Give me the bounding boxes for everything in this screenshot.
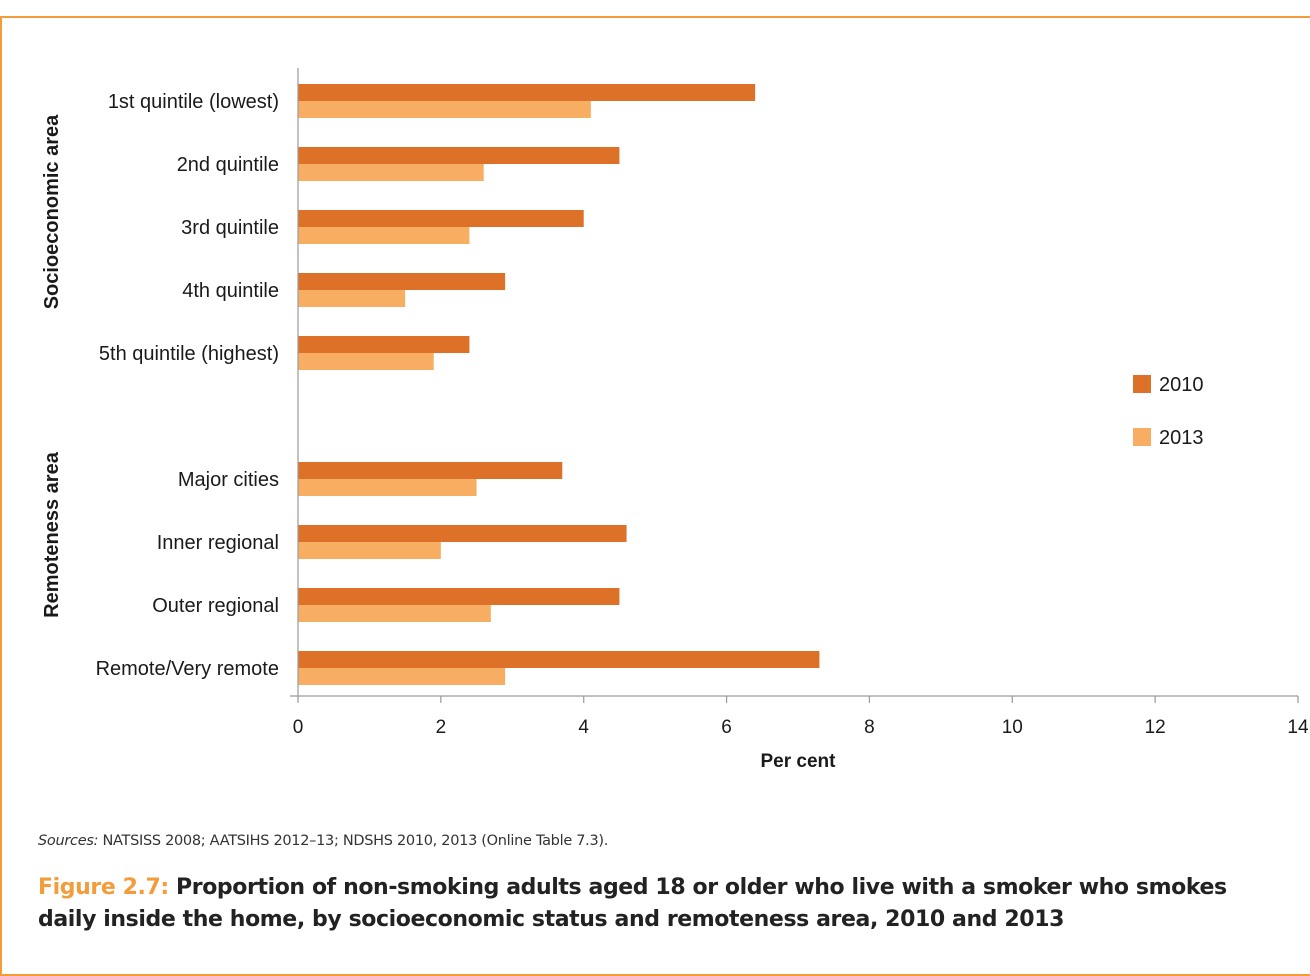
category-label-inner-regional: Inner regional xyxy=(157,532,279,554)
bar-2010-outer-regional xyxy=(298,588,620,605)
bar-2010-5th-quintile-highest xyxy=(298,336,470,353)
bar-2010-major-cities xyxy=(298,462,563,479)
bar-2013-inner-regional xyxy=(298,542,441,559)
x-tick-label-4: 4 xyxy=(578,717,589,738)
x-tick-label-0: 0 xyxy=(293,717,304,738)
bar-2013-major-cities xyxy=(298,479,477,496)
x-tick-label-10: 10 xyxy=(1002,717,1023,738)
x-tick-label-14: 14 xyxy=(1287,717,1309,738)
category-label-5th-quintile-highest: 5th quintile (highest) xyxy=(99,343,279,365)
axes xyxy=(290,68,1298,697)
legend-label-2010: 2010 xyxy=(1159,374,1204,396)
legend-swatch-2010 xyxy=(1133,375,1151,393)
group-label-socioeconomic-area: Socioeconomic area xyxy=(41,114,63,309)
category-label-4th-quintile: 4th quintile xyxy=(182,280,279,302)
category-label-outer-regional: Outer regional xyxy=(152,595,279,617)
bar-2013-2nd-quintile xyxy=(298,164,484,181)
group-labels: Socioeconomic area Remoteness area xyxy=(41,114,63,618)
category-label-remote-very-remote: Remote/Very remote xyxy=(96,658,279,680)
bar-2013-5th-quintile-highest xyxy=(298,353,434,370)
group-label-remoteness-area: Remoteness area xyxy=(41,451,63,618)
x-tick-label-2: 2 xyxy=(436,717,447,738)
x-tick-layer: 0 2 4 6 8 10 12 14 xyxy=(293,696,1309,738)
figure-label: Figure 2.7: xyxy=(38,875,169,900)
figure-caption-text: Proportion of non-smoking adults aged 18… xyxy=(38,875,1227,932)
bar-2010-2nd-quintile xyxy=(298,147,620,164)
legend-label-2013: 2013 xyxy=(1159,427,1204,449)
category-label-major-cities: Major cities xyxy=(178,469,279,491)
legend-swatch-2013 xyxy=(1133,428,1151,446)
sources-label: Sources: xyxy=(38,833,99,849)
bar-2013-remote-very-remote xyxy=(298,668,506,685)
bar-chart: 1st quintile (lowest) 2nd quintile 3rd qui… xyxy=(41,68,1309,772)
bar-2010-inner-regional xyxy=(298,525,627,542)
legend: 2010 2013 xyxy=(1133,374,1204,449)
category-label-2nd-quintile: 2nd quintile xyxy=(177,154,279,176)
bar-2013-1st-quintile-lowest xyxy=(298,101,591,118)
x-tick-label-6: 6 xyxy=(721,717,732,738)
sources-text: NATSISS 2008; AATSIHS 2012–13; NDSHS 201… xyxy=(102,833,609,849)
figure-caption: Figure 2.7: Proportion of non-smoking ad… xyxy=(38,872,1288,936)
category-label-1st-quintile-lowest: 1st quintile (lowest) xyxy=(108,91,279,113)
x-tick-label-12: 12 xyxy=(1145,717,1166,738)
bar-2013-outer-regional xyxy=(298,605,491,622)
bar-2010-3rd-quintile xyxy=(298,210,584,227)
bar-2010-remote-very-remote xyxy=(298,651,820,668)
sources-note: Sources: NATSISS 2008; AATSIHS 2012–13; … xyxy=(38,833,608,849)
bar-2010-1st-quintile-lowest xyxy=(298,84,756,101)
bar-2013-4th-quintile xyxy=(298,290,406,307)
category-label-3rd-quintile: 3rd quintile xyxy=(181,217,279,239)
x-tick-label-8: 8 xyxy=(864,717,875,738)
category-labels: 1st quintile (lowest) 2nd quintile 3rd qui… xyxy=(96,91,279,680)
x-axis-title: Per cent xyxy=(761,751,837,772)
bar-2010-4th-quintile xyxy=(298,273,506,290)
bars-layer xyxy=(298,84,820,685)
bar-2013-3rd-quintile xyxy=(298,227,470,244)
